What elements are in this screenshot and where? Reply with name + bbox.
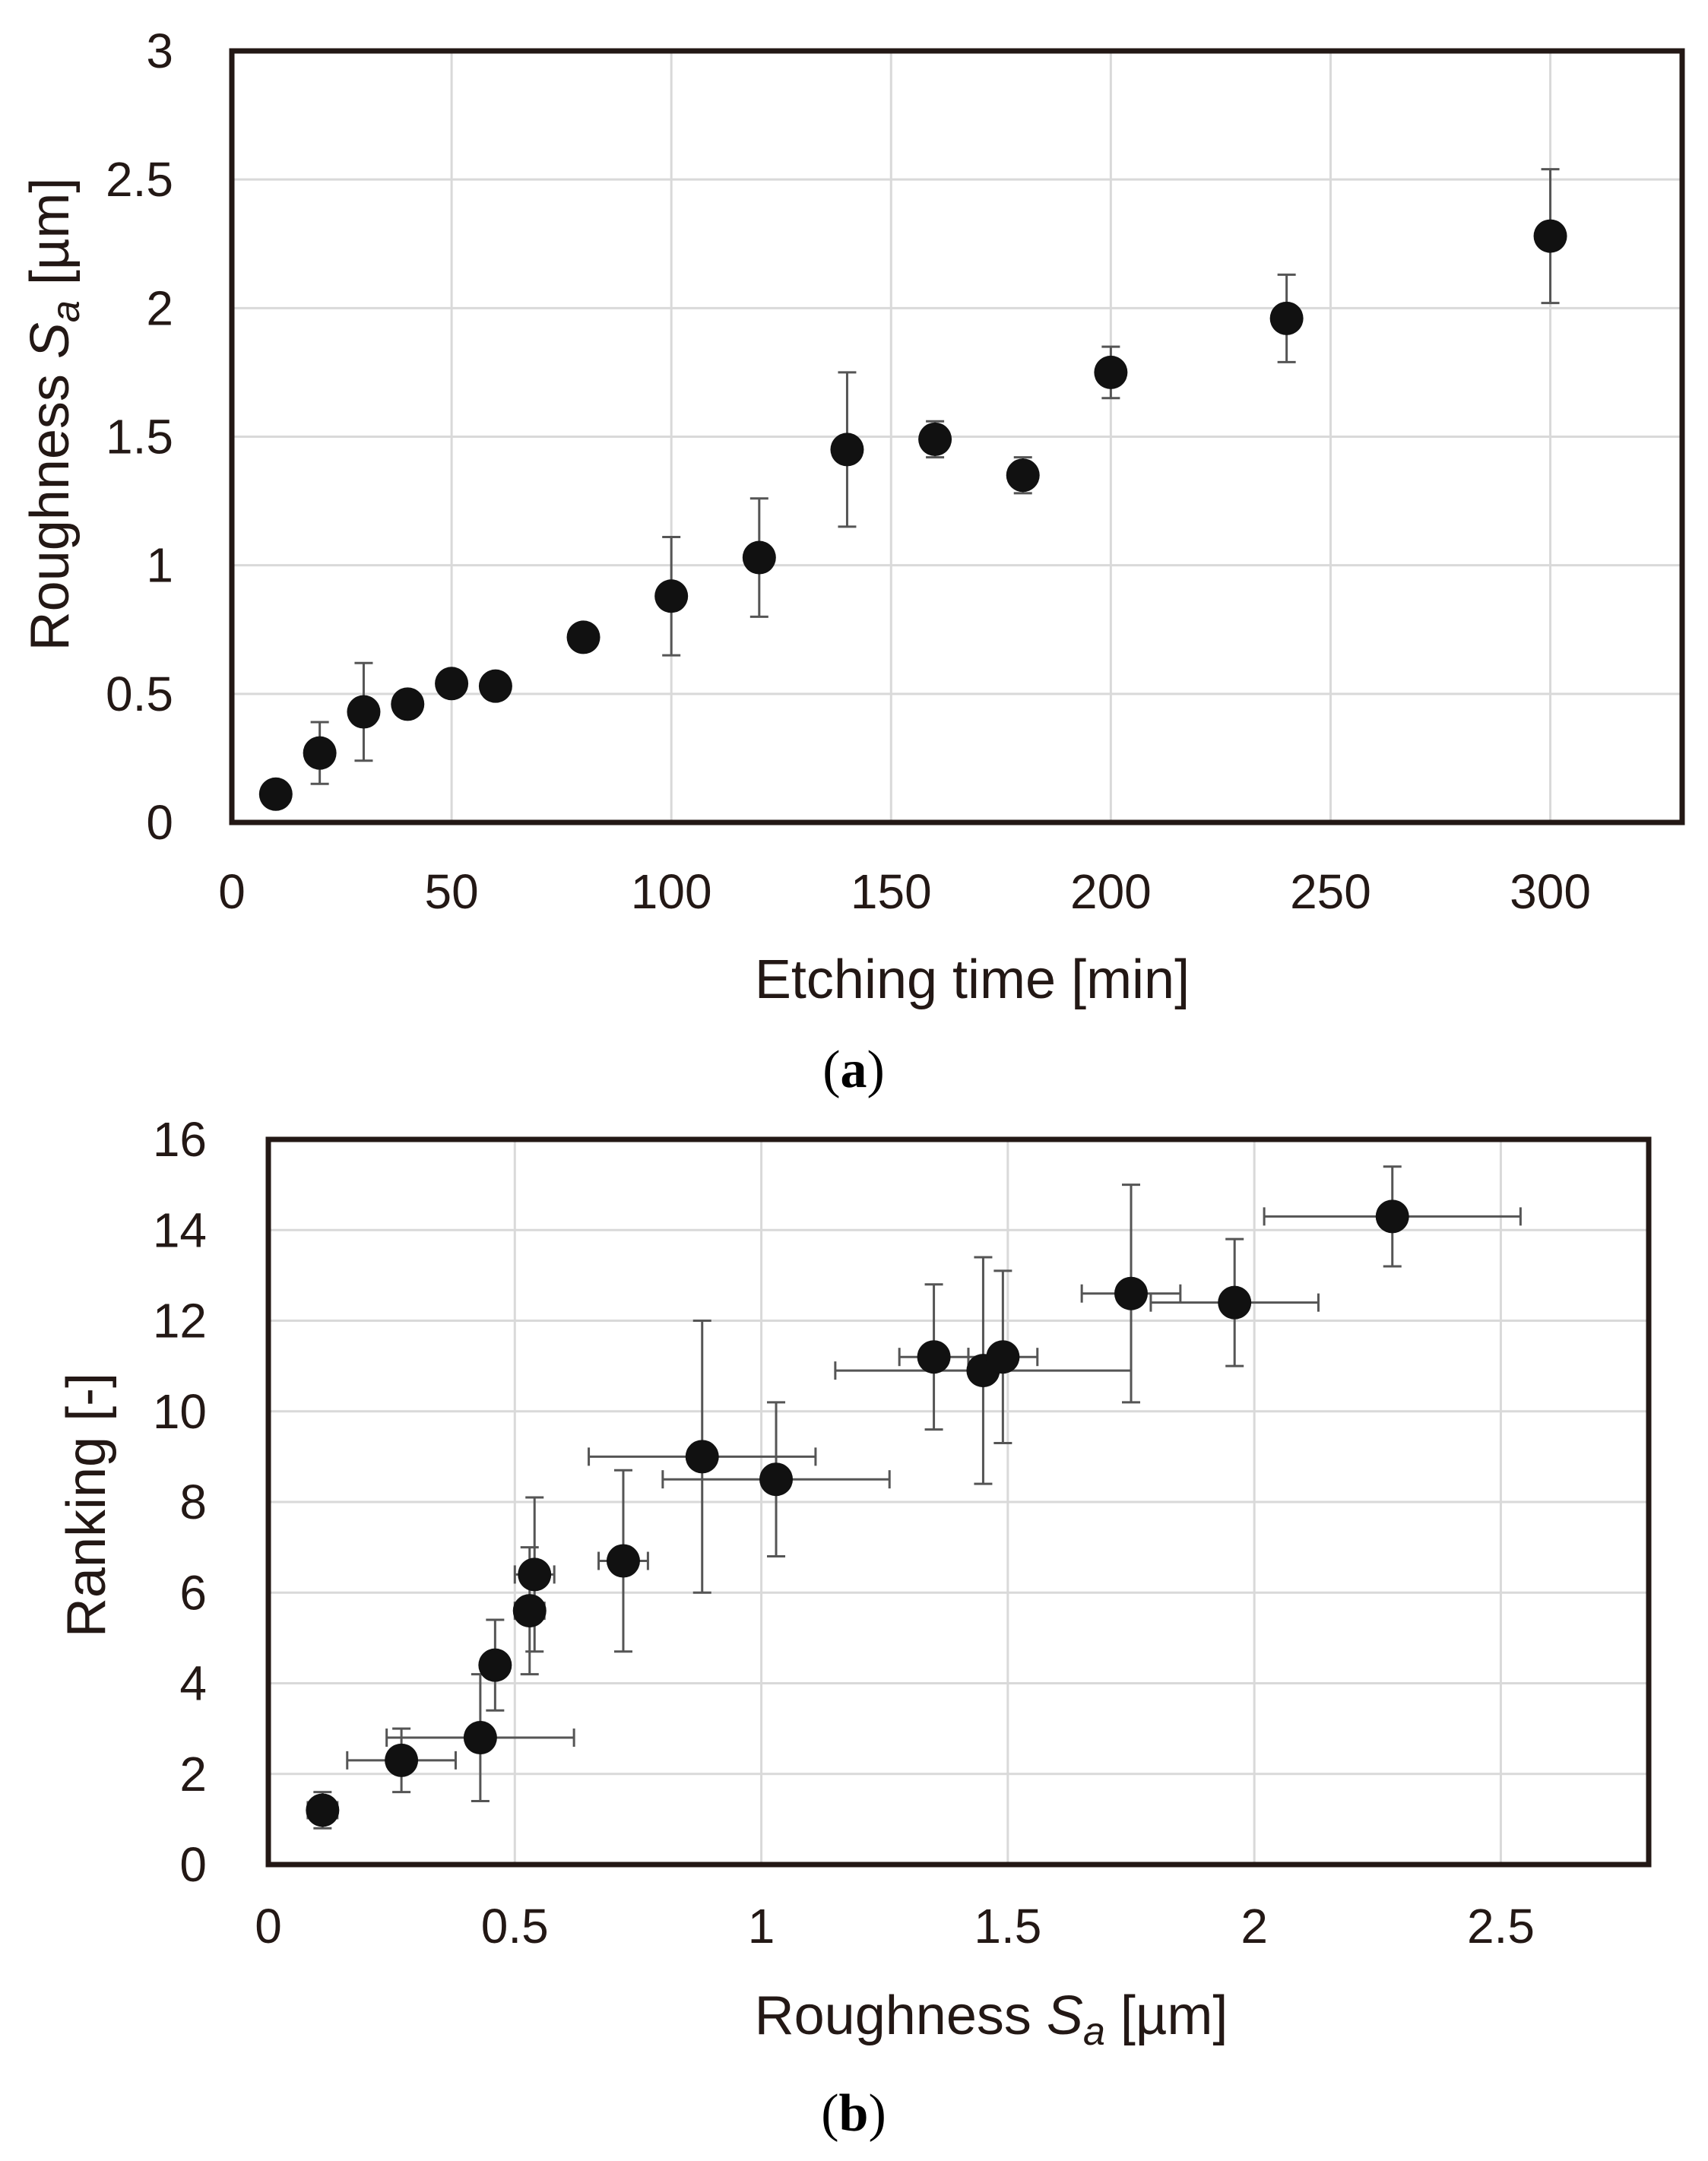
- chart-b-y-tick-label: 0: [179, 1837, 207, 1892]
- chart-b-x-tick-label: 2.5: [1467, 1899, 1535, 1953]
- chart-b-caption: (b): [821, 2084, 886, 2143]
- chart-b-data-point-13: [1218, 1285, 1252, 1320]
- chart-b-x-tick-label: 1.5: [974, 1899, 1041, 1953]
- chart-a-data-point-11: [1006, 458, 1040, 493]
- chart-a-grid: [232, 51, 1682, 822]
- chart-b-data-point-5: [518, 1557, 552, 1592]
- chart-b-x-label-prefix: Roughness: [755, 1985, 1047, 2046]
- chart-b-x-label-symbol: S: [1047, 1985, 1083, 2046]
- chart-b-x-axis-label: Roughness Sa [µm]: [755, 1985, 1228, 2054]
- chart-a-x-tick-label: 0: [218, 864, 246, 919]
- chart-a-x-tick-label: 200: [1070, 864, 1152, 919]
- chart-a-y-tick-label: 1: [146, 538, 173, 593]
- chart-b-y-tick-label: 2: [179, 1747, 207, 1801]
- chart-a-data-point-3: [391, 687, 425, 721]
- chart-b-x-tick-label: 1: [748, 1899, 775, 1953]
- chart-b-points: [306, 1199, 1409, 1827]
- chart-b-caption-letter: b: [839, 2084, 869, 2143]
- chart-b-data-point-1: [385, 1743, 419, 1777]
- chart-a-data-point-8: [742, 540, 776, 575]
- chart-a-caption-letter: a: [841, 1041, 867, 1099]
- chart-b-y-axis-label: Ranking [-]: [56, 1373, 117, 1637]
- chart-a-x-ticks: 0 50 100 150 200 250 300: [218, 864, 1591, 919]
- chart-b-x-tick-label: 0.5: [481, 1899, 549, 1953]
- chart-b-data-point-12: [1114, 1276, 1148, 1310]
- chart-a-data-point-14: [1533, 219, 1567, 253]
- chart-a-data-point-5: [478, 669, 512, 703]
- chart-a-y-label-suffix: [µm]: [20, 178, 81, 300]
- chart-b-x-tick-label: 0: [255, 1899, 282, 1953]
- chart-b-data-point-6: [606, 1544, 640, 1578]
- chart-a-y-tick-label: 0: [146, 795, 173, 850]
- chart-a-data-point-0: [258, 777, 293, 811]
- chart-a-x-tick-label: 300: [1510, 864, 1591, 919]
- chart-b-y-tick-label: 10: [153, 1384, 207, 1439]
- chart-b-y-ticks: 0 2 4 6 8 10 12 14 16: [153, 1112, 207, 1892]
- chart-a-y-label-subscript: a: [44, 300, 88, 322]
- chart-b-frame: [265, 1136, 1652, 1868]
- chart-a-y-ticks: 0 0.5 1 1.5 2 2.5 3: [106, 24, 173, 850]
- chart-b-y-tick-label: 8: [179, 1475, 207, 1529]
- chart-a-data-point-10: [918, 422, 952, 456]
- chart-b-y-tick-label: 12: [153, 1294, 207, 1348]
- chart-b-data-point-9: [917, 1340, 951, 1374]
- chart-b-x-label-subscript: a: [1083, 2010, 1105, 2054]
- chart-a-y-tick-label: 2: [146, 280, 173, 335]
- chart-a-data-point-12: [1094, 355, 1128, 389]
- chart-a-data-point-2: [347, 695, 381, 729]
- chart-b-data-point-4: [512, 1594, 547, 1628]
- chart-b-data-point-14: [1375, 1199, 1409, 1234]
- chart-b-y-tick-label: 6: [179, 1565, 207, 1620]
- chart-a-x-tick-label: 50: [424, 864, 478, 919]
- chart-a-x-tick-label: 150: [851, 864, 932, 919]
- chart-b-y-tick-label: 14: [153, 1202, 207, 1257]
- chart-b-grid: [268, 1139, 1649, 1865]
- chart-b-data-point-7: [685, 1440, 719, 1474]
- chart-b-y-tick-label: 16: [153, 1112, 207, 1167]
- chart-a-data-point-7: [654, 579, 689, 613]
- chart-b-data-point-3: [478, 1648, 512, 1682]
- chart-a-data-point-13: [1269, 301, 1304, 335]
- chart-a: 0 50 100 150 200 250 300 0 0.5 1 1.5 2 2.5 3 Etching…: [20, 24, 1685, 1099]
- chart-a-data-point-4: [435, 667, 469, 701]
- chart-a-y-tick-label: 3: [146, 24, 173, 78]
- chart-a-y-label-prefix: Roughness: [20, 359, 81, 651]
- chart-a-data-point-6: [566, 620, 600, 654]
- chart-a-y-axis-label: Roughness Sa [µm]: [20, 178, 88, 651]
- chart-b-data-point-8: [759, 1462, 794, 1497]
- chart-a-x-tick-label: 250: [1290, 864, 1371, 919]
- chart-a-data-point-9: [830, 433, 864, 467]
- chart-a-data-point-1: [303, 736, 337, 770]
- chart-a-y-tick-label: 1.5: [106, 410, 173, 464]
- chart-b: 0 0.5 1 1.5 2 2.5 0 2 4 6 8 10 12 14 16 Roughness Sa …: [56, 1112, 1652, 2143]
- chart-a-x-axis-label: Etching time [min]: [755, 949, 1190, 1010]
- chart-b-x-ticks: 0 0.5 1 1.5 2 2.5: [255, 1899, 1535, 1953]
- chart-b-y-tick-label: 4: [179, 1656, 207, 1711]
- chart-a-errorbars: [266, 168, 1560, 801]
- chart-b-x-tick-label: 2: [1241, 1899, 1268, 1953]
- chart-b-data-point-2: [463, 1721, 497, 1755]
- chart-a-y-tick-label: 0.5: [106, 667, 173, 721]
- chart-a-x-tick-label: 100: [631, 864, 712, 919]
- chart-a-y-tick-label: 2.5: [106, 152, 173, 207]
- chart-a-caption: (a): [822, 1041, 885, 1099]
- chart-a-y-label-symbol: S: [20, 322, 81, 359]
- chart-b-data-point-11: [986, 1340, 1020, 1374]
- chart-b-data-point-0: [306, 1793, 340, 1827]
- chart-b-x-label-suffix: [µm]: [1105, 1985, 1228, 2046]
- chart-a-frame: [229, 48, 1685, 825]
- chart-a-points: [258, 219, 1567, 811]
